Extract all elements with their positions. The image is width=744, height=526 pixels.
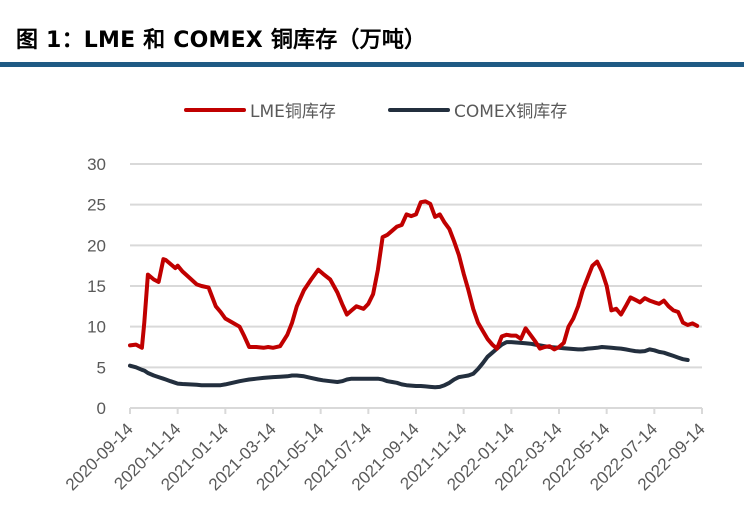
y-tick-label: 30	[87, 155, 106, 174]
x-axis: 2020-09-142020-11-142021-01-142021-03-14…	[62, 407, 709, 494]
data-series	[128, 199, 700, 390]
y-tick-label: 0	[97, 399, 106, 418]
y-tick-label: 25	[87, 196, 106, 215]
comex-series-line	[128, 340, 690, 390]
y-tick-label: 15	[87, 277, 106, 296]
chart-legend: LME铜库存 COMEX铜库存	[184, 102, 567, 122]
legend-label-lme: LME铜库存	[250, 102, 336, 122]
lme-series-line	[128, 199, 700, 352]
legend-label-comex: COMEX铜库存	[454, 102, 567, 122]
figure-title: 图 1：LME 和 COMEX 铜库存（万吨）	[16, 28, 427, 53]
y-axis-ticks: 0 5 10 15 20 25 30	[87, 155, 106, 418]
y-tick-label: 20	[87, 236, 106, 255]
y-tick-label: 10	[87, 318, 106, 337]
gridlines	[130, 163, 702, 369]
y-tick-label: 5	[97, 358, 106, 377]
title-rule	[0, 62, 744, 67]
